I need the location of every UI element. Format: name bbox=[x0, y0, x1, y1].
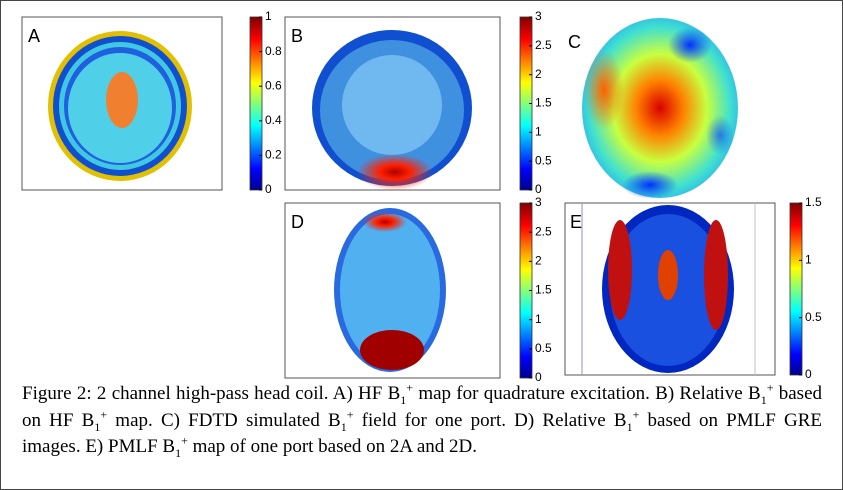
caption-text: map of one port based on 2A and 2D. bbox=[187, 436, 478, 457]
colorbar bbox=[789, 202, 803, 376]
colorbar-tick-label: 0.5 bbox=[535, 341, 552, 355]
caption-sup: + bbox=[100, 407, 108, 422]
panel-b-image bbox=[284, 16, 501, 191]
panel-e-image bbox=[564, 202, 776, 376]
caption-sup: + bbox=[406, 380, 414, 395]
colorbar-tick-label: 0 bbox=[265, 182, 272, 196]
panel-c-image bbox=[582, 18, 738, 199]
panel-label: C bbox=[568, 32, 581, 52]
caption-sup: + bbox=[632, 407, 640, 422]
colorbar bbox=[249, 16, 263, 191]
caption-sup: + bbox=[181, 433, 188, 448]
colorbar-tick-label: 1 bbox=[265, 9, 272, 23]
colorbar-tick-label: 3 bbox=[535, 195, 542, 209]
colorbar-tick-label: 2.5 bbox=[535, 38, 552, 52]
caption-text: based on PMLF GRE images. E) PMLF B bbox=[22, 409, 822, 458]
colorbar-tick-label: 0.5 bbox=[535, 153, 552, 167]
colorbar-tick-label: 2 bbox=[535, 254, 542, 268]
colorbar-tick-label: 0 bbox=[535, 182, 542, 196]
caption-sub: 1 bbox=[626, 419, 633, 434]
colorbar-tick-label: 0.8 bbox=[265, 44, 282, 58]
colorbar-tick-label: 1 bbox=[535, 312, 542, 326]
colorbar-tick-label: 1 bbox=[805, 253, 812, 267]
colorbar-tick-label: 0.5 bbox=[805, 310, 822, 324]
colorbar-tick-label: 0 bbox=[535, 370, 542, 384]
caption-text: field for one port. D) Relative B bbox=[353, 409, 627, 431]
caption-sub: 1 bbox=[400, 392, 407, 407]
colorbar-tick-label: 0.4 bbox=[265, 113, 282, 127]
panel-label: A bbox=[28, 26, 40, 46]
colorbar-tick-label: 1 bbox=[535, 125, 542, 139]
caption: Figure 2: 2 channel high-pass head coil.… bbox=[22, 381, 822, 461]
colorbar-tick-label: 2.5 bbox=[535, 224, 552, 238]
colorbar-tick-label: 0.6 bbox=[265, 78, 282, 92]
caption-sup: + bbox=[766, 380, 774, 395]
colorbar-tick-label: 1.5 bbox=[535, 283, 552, 297]
colorbar-tick-label: 1.5 bbox=[805, 195, 822, 209]
caption-text: map for quadrature excitation. B) Relati… bbox=[413, 383, 761, 404]
panel-label: B bbox=[291, 26, 303, 46]
panel-label: D bbox=[291, 212, 304, 232]
colorbar-tick-label: 0 bbox=[805, 367, 812, 381]
caption-text: map. C) FDTD simulated B bbox=[107, 409, 341, 431]
panel-a-image bbox=[21, 16, 223, 191]
caption-sub: 1 bbox=[760, 392, 767, 407]
panel-label: E bbox=[570, 212, 582, 232]
caption-sub: 1 bbox=[340, 419, 347, 434]
caption-sub: 1 bbox=[175, 445, 182, 460]
caption-sub: 1 bbox=[94, 419, 101, 434]
colorbar-tick-label: 2 bbox=[535, 67, 542, 81]
caption-sup: + bbox=[346, 407, 354, 422]
colorbar-tick-label: 1.5 bbox=[535, 96, 552, 110]
panel-d-image bbox=[284, 202, 501, 379]
caption-text: Figure 2: 2 channel high-pass head coil.… bbox=[22, 383, 401, 404]
colorbar-tick-label: 0.2 bbox=[265, 148, 282, 162]
colorbar-tick-label: 3 bbox=[535, 9, 542, 23]
caption-text: based on HF B bbox=[22, 383, 822, 431]
